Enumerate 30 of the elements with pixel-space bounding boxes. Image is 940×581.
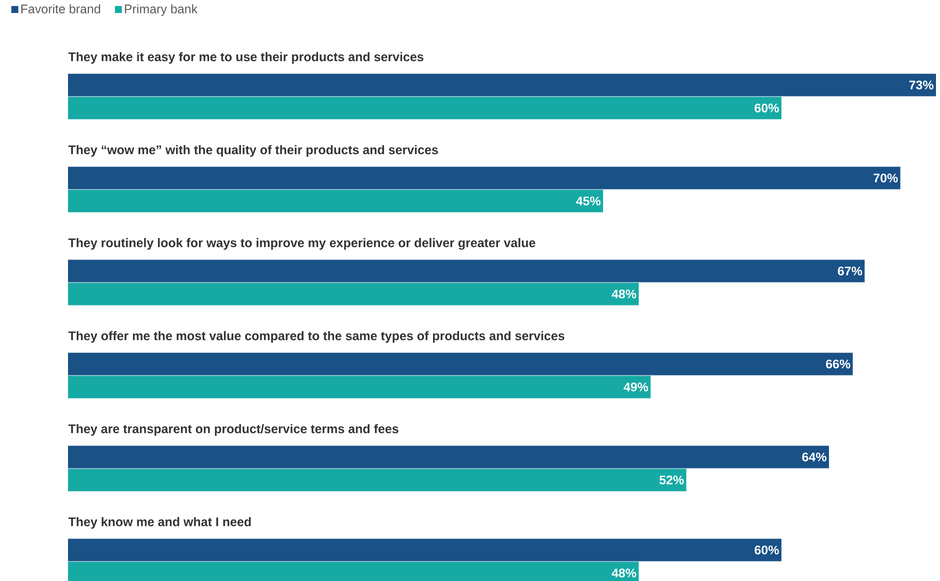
bar [68,166,900,190]
legend-label: Primary bank [124,4,198,16]
y-tick-label: They know me and what I need [68,517,251,529]
data-label: 52% [659,476,684,484]
data-label: 60% [754,546,779,554]
bar [68,446,829,468]
bar [68,74,936,96]
y-tick-label: They routinely look for ways to improve my experience or deliver greater value [68,238,536,250]
y-tick-label: They make it easy for me to use their products and services [68,52,424,64]
data-label: 64% [802,452,826,462]
y-tick-label: They “wow me” with the quality of their products and services [68,145,438,157]
data-label: 60% [754,104,779,112]
data-label: 73% [909,80,934,90]
bar [68,282,639,306]
y-tick-label: They offer me the most value compared to the same types of products and services [68,331,564,343]
bar [68,352,853,376]
data-label: 66% [826,360,850,368]
data-label: 67% [838,266,862,276]
bar [68,376,651,398]
y-tick-label: They are transparent on product/service terms and fees [68,424,398,436]
bar [68,260,865,282]
legend-label: Favorite brand [21,4,100,14]
bar [68,96,782,120]
data-label: 48% [612,290,636,298]
bar [68,468,686,492]
data-label: 48% [612,568,636,578]
data-label: 45% [576,196,601,206]
data-label: 70% [874,174,898,182]
bar [68,190,604,212]
data-label: 49% [624,382,648,392]
